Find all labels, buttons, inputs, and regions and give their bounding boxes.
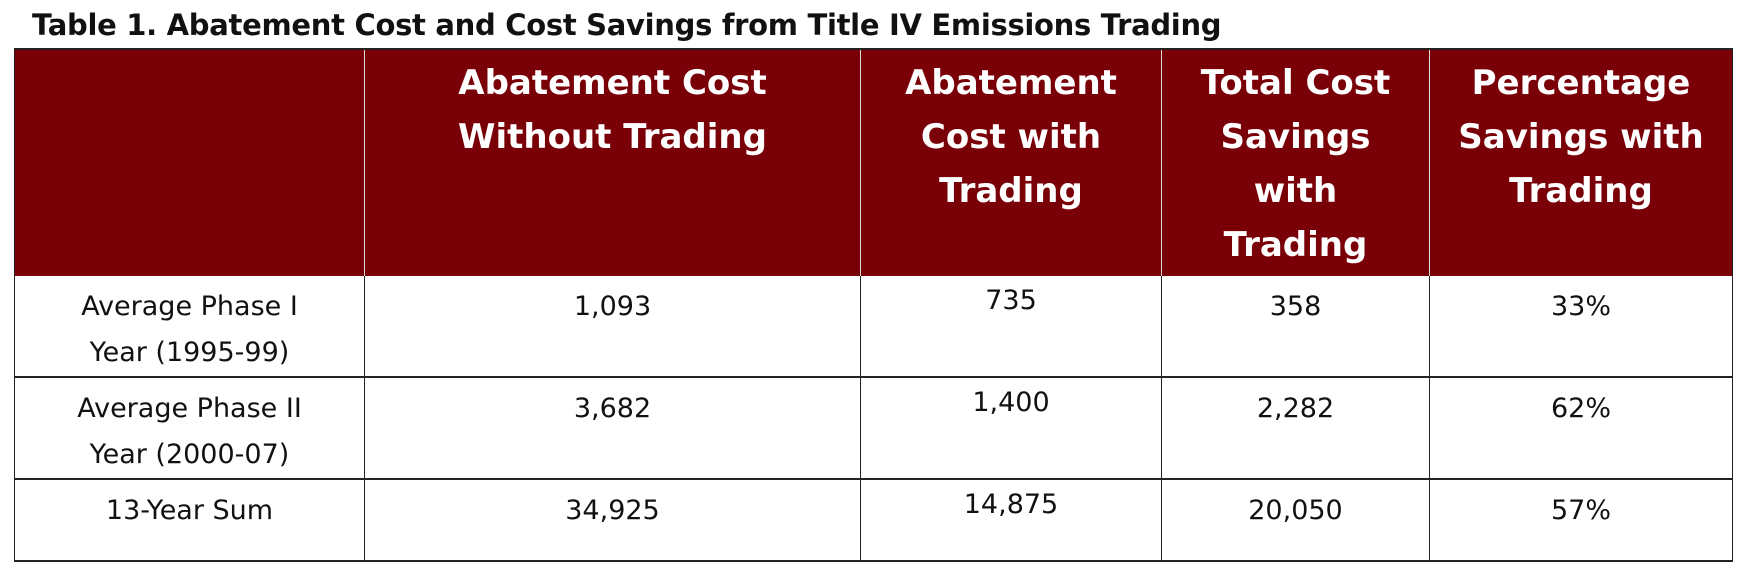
- table-cell: 14,875: [860, 479, 1162, 562]
- table-row: Average Phase II Year (2000-07) 3,682 1,…: [14, 377, 1733, 480]
- header-cell-percentage-savings: Percentage Savings with Trading: [1429, 48, 1733, 276]
- table-cell: 358: [1161, 276, 1430, 378]
- header-cell-total-savings: Total Cost Savings with Trading: [1161, 48, 1430, 276]
- table-cell: 62%: [1429, 377, 1733, 480]
- table-cell: 1,400: [860, 377, 1162, 480]
- header-cell-cost-without-trading: Abatement Cost Without Trading: [364, 48, 861, 276]
- header-cell-cost-with-trading: Abatement Cost with Trading: [860, 48, 1162, 276]
- table-row: 13-Year Sum 34,925 14,875 20,050 57%: [14, 479, 1733, 562]
- table-cell: 2,282: [1161, 377, 1430, 480]
- abatement-cost-table: Abatement Cost Without Trading Abatement…: [14, 48, 1733, 562]
- table-row: Average Phase I Year (1995-99) 1,093 735…: [14, 276, 1733, 378]
- table-cell: 20,050: [1161, 479, 1430, 562]
- header-row: Abatement Cost Without Trading Abatement…: [14, 48, 1733, 276]
- table-cell: 57%: [1429, 479, 1733, 562]
- table-cell: 1,093: [364, 276, 861, 378]
- table-caption: Table 1. Abatement Cost and Cost Savings…: [32, 8, 1222, 42]
- row-label: Average Phase I Year (1995-99): [14, 276, 365, 378]
- table-cell: 3,682: [364, 377, 861, 480]
- table-cell: 34,925: [364, 479, 861, 562]
- table-cell: 735: [860, 276, 1162, 378]
- row-label: 13-Year Sum: [14, 479, 365, 562]
- table-cell: 33%: [1429, 276, 1733, 378]
- header-cell-row-label: [14, 48, 365, 276]
- row-label: Average Phase II Year (2000-07): [14, 377, 365, 480]
